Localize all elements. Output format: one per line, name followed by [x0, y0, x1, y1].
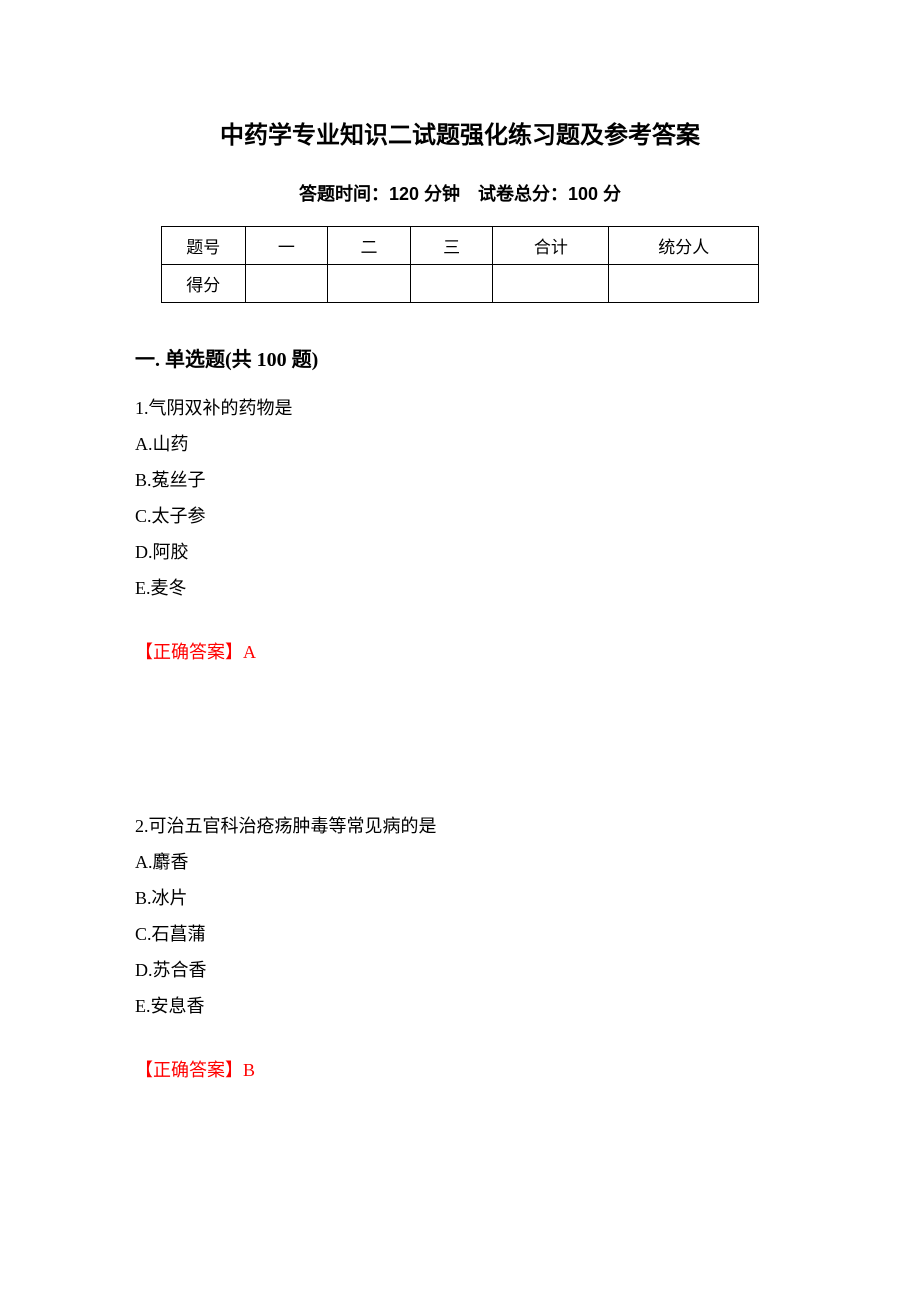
option-label: C — [135, 506, 147, 526]
table-cell — [245, 265, 328, 303]
question-text: 2.可治五官科治疮疡肿毒等常见病的是 — [135, 808, 785, 844]
option: E.安息香 — [135, 988, 785, 1024]
option-label: C — [135, 924, 147, 944]
option: D.苏合香 — [135, 952, 785, 988]
option-text: 麦冬 — [151, 578, 187, 598]
answer-prefix: 【正确答案】 — [135, 1060, 243, 1080]
option-label: B — [135, 470, 147, 490]
option-label: D — [135, 542, 148, 562]
page-subtitle: 答题时间：120 分钟 试卷总分：100 分 — [135, 180, 785, 206]
option-text: 安息香 — [151, 996, 205, 1016]
question-stem: 可治五官科治疮疡肿毒等常见病的是 — [149, 816, 437, 836]
option-text: 阿胶 — [153, 542, 189, 562]
page-title: 中药学专业知识二试题强化练习题及参考答案 — [135, 115, 785, 150]
option-label: E — [135, 996, 146, 1016]
score-table: 题号 一 二 三 合计 统分人 得分 — [161, 226, 759, 303]
section-heading: 一. 单选题(共 100 题) — [135, 343, 785, 372]
option: B.菟丝子 — [135, 462, 785, 498]
table-header-row: 题号 一 二 三 合计 统分人 — [162, 227, 759, 265]
option: E.麦冬 — [135, 570, 785, 606]
table-header-cell: 合计 — [493, 227, 609, 265]
option: C.太子参 — [135, 498, 785, 534]
table-cell — [609, 265, 759, 303]
option: A.麝香 — [135, 844, 785, 880]
answer: 【正确答案】B — [135, 1052, 785, 1088]
question-number: 1 — [135, 398, 144, 418]
option: A.山药 — [135, 426, 785, 462]
option-text: 苏合香 — [153, 960, 207, 980]
answer-prefix: 【正确答案】 — [135, 642, 243, 662]
option: B.冰片 — [135, 880, 785, 916]
table-header-cell: 二 — [328, 227, 411, 265]
question-text: 1.气阴双补的药物是 — [135, 390, 785, 426]
option-label: E — [135, 578, 146, 598]
option-text: 石菖蒲 — [152, 924, 206, 944]
table-header-cell: 题号 — [162, 227, 246, 265]
question-number: 2 — [135, 816, 144, 836]
option-text: 山药 — [153, 434, 189, 454]
table-cell — [493, 265, 609, 303]
question-block: 2.可治五官科治疮疡肿毒等常见病的是 A.麝香 B.冰片 C.石菖蒲 D.苏合香… — [135, 808, 785, 1088]
table-header-cell: 三 — [410, 227, 493, 265]
option-text: 太子参 — [152, 506, 206, 526]
table-header-cell: 统分人 — [609, 227, 759, 265]
option-label: B — [135, 888, 147, 908]
table-cell — [328, 265, 411, 303]
table-cell — [410, 265, 493, 303]
option-text: 菟丝子 — [152, 470, 206, 490]
option-label: A — [135, 852, 148, 872]
table-score-row: 得分 — [162, 265, 759, 303]
answer: 【正确答案】A — [135, 634, 785, 670]
option-text: 冰片 — [152, 888, 188, 908]
option-label: A — [135, 434, 148, 454]
option: D.阿胶 — [135, 534, 785, 570]
option-text: 麝香 — [153, 852, 189, 872]
answer-value: A — [243, 642, 256, 662]
table-header-cell: 一 — [245, 227, 328, 265]
question-block: 1.气阴双补的药物是 A.山药 B.菟丝子 C.太子参 D.阿胶 E.麦冬 【正… — [135, 390, 785, 670]
option-label: D — [135, 960, 148, 980]
spacer — [135, 698, 785, 808]
question-stem: 气阴双补的药物是 — [149, 398, 293, 418]
answer-value: B — [243, 1060, 255, 1080]
option: C.石菖蒲 — [135, 916, 785, 952]
table-cell: 得分 — [162, 265, 246, 303]
